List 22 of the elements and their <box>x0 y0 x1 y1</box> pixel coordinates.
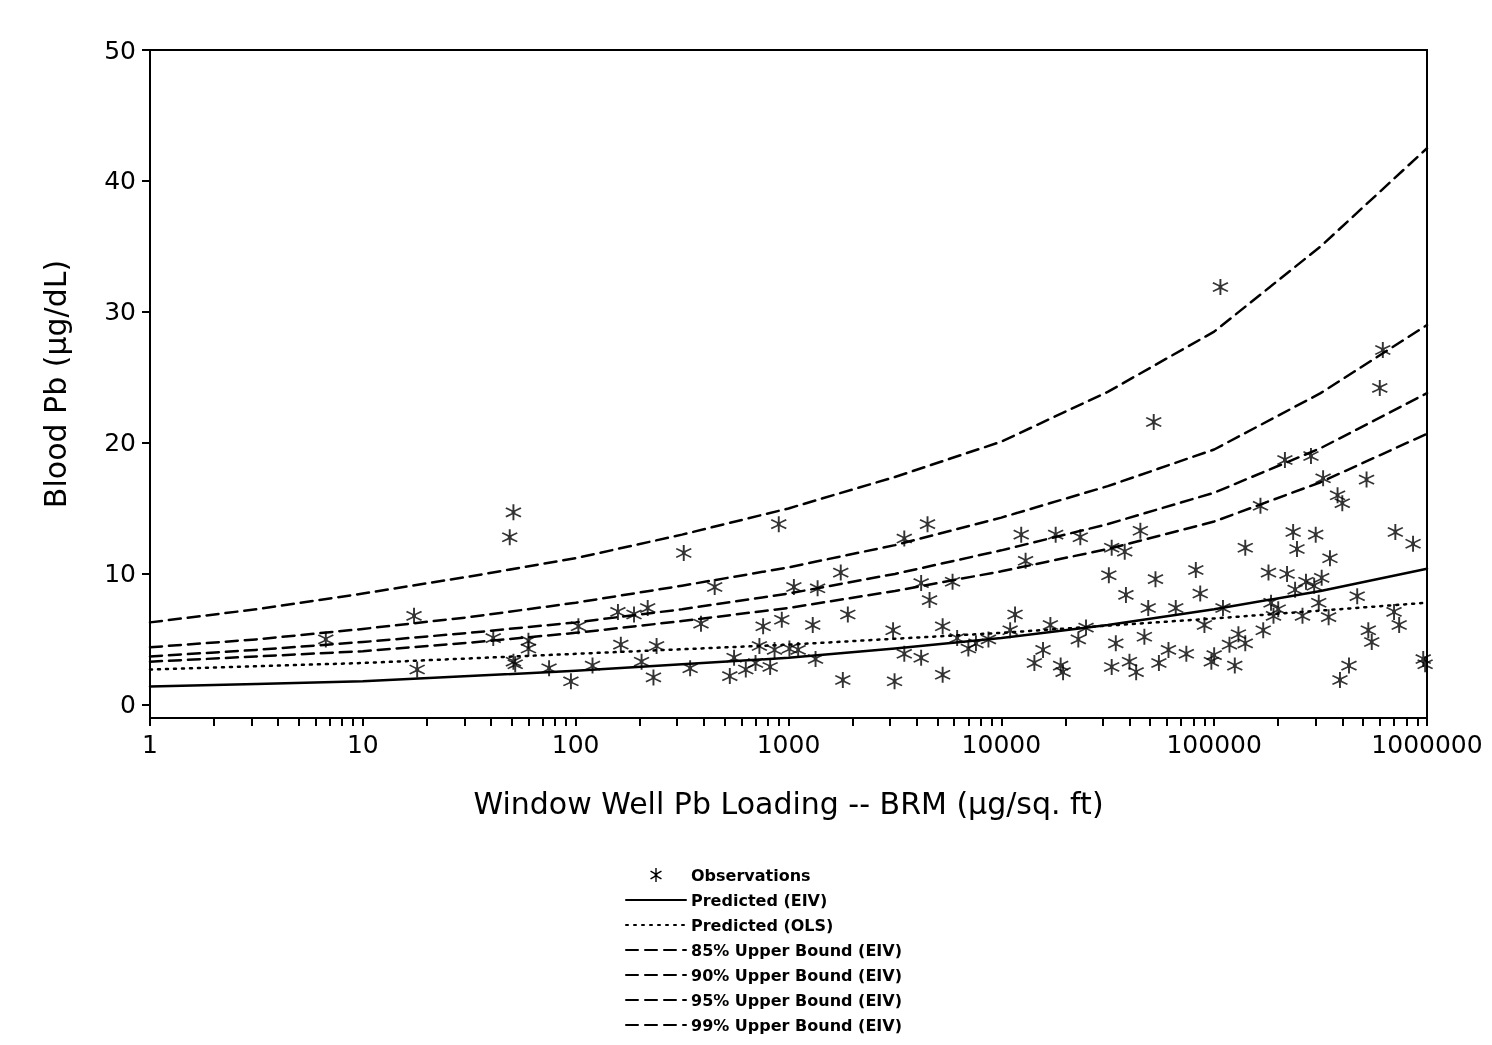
legend-label: Predicted (EIV) <box>691 890 828 910</box>
x-tick-label: 1000000 <box>1371 730 1483 759</box>
y-tick-label: 50 <box>104 35 136 65</box>
legend-label: Observations <box>691 865 811 885</box>
y-tick-label: 10 <box>104 559 136 589</box>
y-axis-title: Blood Pb (μg/dL) <box>37 259 73 509</box>
legend-label: 95% Upper Bound (EIV) <box>691 990 902 1010</box>
y-tick-label: 40 <box>104 166 136 196</box>
y-tick-label: 30 <box>104 297 136 327</box>
legend-label: 85% Upper Bound (EIV) <box>691 940 902 960</box>
x-tick-label: 10000 <box>961 730 1042 759</box>
x-tick-label: 1000 <box>756 730 821 759</box>
x-tick-label: 10 <box>346 730 379 759</box>
x-tick-label: 1 <box>142 730 158 759</box>
x-tick-label: 100000 <box>1166 730 1262 759</box>
legend-label: Predicted (OLS) <box>691 915 834 935</box>
x-axis-title: Window Well Pb Loading -- BRM (μg/sq. ft) <box>473 785 1104 821</box>
legend-label: 90% Upper Bound (EIV) <box>691 965 902 985</box>
y-tick-label: 0 <box>120 690 136 720</box>
y-tick-label: 20 <box>104 428 136 458</box>
legend-label: 99% Upper Bound (EIV) <box>691 1015 902 1035</box>
x-tick-label: 100 <box>551 730 600 759</box>
